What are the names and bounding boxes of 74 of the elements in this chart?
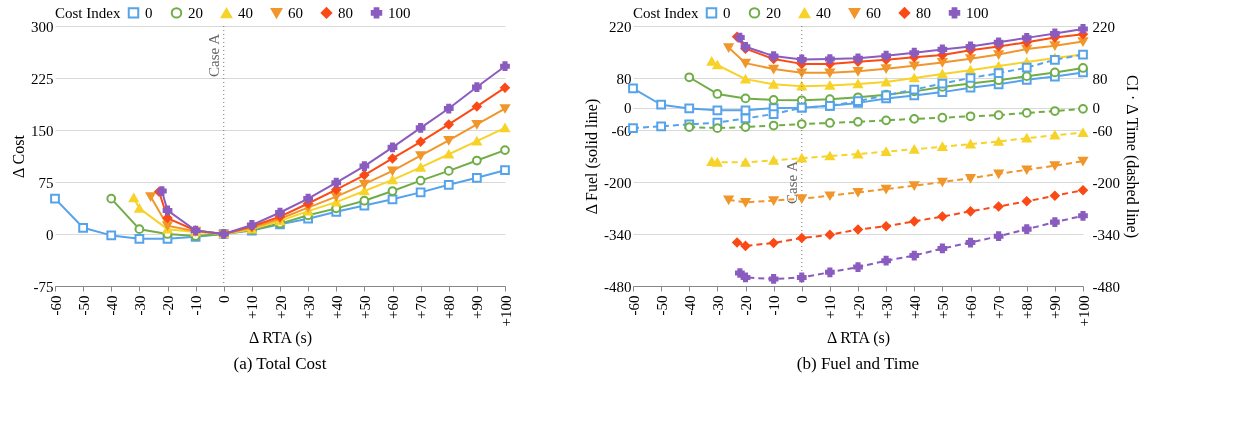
x-tick-label: -40 <box>681 295 698 316</box>
y-tick-label: 80 <box>616 70 632 87</box>
y-tick-label: 220 <box>609 18 632 35</box>
x-tick-label: +70 <box>413 295 430 319</box>
legend-label: 0 <box>145 4 153 21</box>
x-tick-label: +100 <box>1075 295 1092 327</box>
y2-axis-title: CI · Δ Time (dashed line) <box>1123 74 1141 239</box>
ref-line-label: Case A <box>205 33 222 77</box>
x-tick-label: +90 <box>469 295 486 319</box>
y-tick-label: 0 <box>46 226 54 243</box>
y-tick-label: 225 <box>31 70 54 87</box>
legend-title: Cost Index <box>633 5 699 21</box>
y-tick-label: 0 <box>624 100 632 117</box>
x-tick-label: 0 <box>794 295 811 303</box>
x-tick-label: +100 <box>497 295 514 327</box>
y-tick-label: -75 <box>33 278 54 295</box>
legend-label: 40 <box>816 5 831 22</box>
y2-tick-label: -60 <box>1092 122 1113 139</box>
y-tick-label: 300 <box>31 18 54 35</box>
x-tick-label: +60 <box>385 295 401 319</box>
x-tick-label: -20 <box>738 295 754 316</box>
y2-tick-label: 220 <box>1092 18 1115 35</box>
x-tick-label: +80 <box>441 295 458 319</box>
x-tick-label: 0 <box>216 295 233 303</box>
text: (a) Total Cost <box>233 353 327 373</box>
text: (b) Fuel and Time <box>796 353 920 373</box>
legend-label: 60 <box>288 5 303 22</box>
x-tick-label: -10 <box>766 295 783 316</box>
y-axis-title: Δ Cost <box>10 134 27 178</box>
x-tick-label: -30 <box>131 295 148 316</box>
x-tick-label: -50 <box>75 295 92 316</box>
legend-label: 60 <box>866 5 881 22</box>
y2-tick-label: 0 <box>1092 100 1100 117</box>
x-tick-label: +70 <box>991 295 1008 319</box>
y2-tick-label: -200 <box>1092 174 1120 191</box>
y-axis-title: Δ Fuel (solid line) <box>583 98 601 215</box>
legend-label: 20 <box>766 4 781 21</box>
legend-label: 0 <box>723 4 731 21</box>
legend-label: 80 <box>338 4 353 21</box>
ref-line-label: Case A <box>783 160 800 204</box>
x-tick-label: +60 <box>963 295 979 319</box>
x-tick-label: +30 <box>878 295 895 319</box>
y2-tick-label: 80 <box>1092 70 1108 87</box>
x-tick-label: -30 <box>709 295 726 316</box>
x-tick-label: -40 <box>103 295 120 316</box>
legend-label: 80 <box>916 4 931 21</box>
legend-label: 100 <box>966 4 989 21</box>
x-tick-label: +90 <box>1047 295 1064 319</box>
x-tick-label: +30 <box>300 295 317 319</box>
y-tick-label: -200 <box>604 174 632 191</box>
x-tick-label: +20 <box>272 295 289 319</box>
y2-tick-label: -480 <box>1092 278 1120 295</box>
legend-label: 20 <box>188 4 203 21</box>
legend-label: 100 <box>388 4 411 21</box>
x-tick-label: +10 <box>822 295 839 319</box>
y-tick-label: -340 <box>604 226 632 243</box>
x-tick-label: -10 <box>188 295 205 316</box>
legend-title: Cost Index <box>55 5 121 21</box>
x-tick-label: +20 <box>850 295 867 319</box>
x-tick-label: +50 <box>356 295 373 319</box>
legend-label: 40 <box>238 5 253 22</box>
x-tick-label: +40 <box>328 295 345 319</box>
x-tick-label: +40 <box>906 295 923 319</box>
x-tick-label: +10 <box>244 295 261 319</box>
y-tick-label: 75 <box>38 174 54 191</box>
x-tick-label: -20 <box>160 295 176 316</box>
x-tick-label: +80 <box>1019 295 1036 319</box>
x-tick-label: +50 <box>934 295 951 319</box>
x-axis-title: Δ RTA (s) <box>248 329 313 348</box>
y-tick-label: -480 <box>604 278 632 295</box>
y-tick-label: 150 <box>31 122 54 139</box>
x-tick-label: -50 <box>653 295 670 316</box>
x-axis-title: Δ RTA (s) <box>826 329 891 348</box>
y2-tick-label: -340 <box>1092 226 1120 243</box>
